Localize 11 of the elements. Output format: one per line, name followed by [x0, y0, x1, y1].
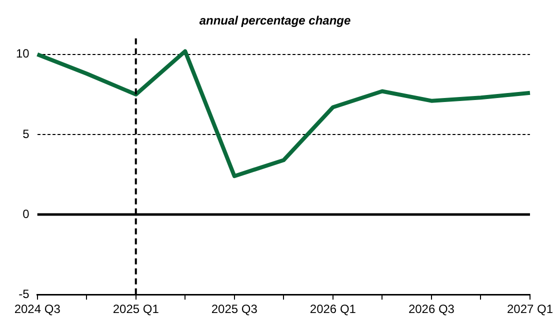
chart-title: annual percentage change — [199, 14, 352, 28]
y-tick-label: 0 — [22, 206, 30, 221]
x-tick-label: 2026 Q3 — [408, 302, 455, 316]
y-tick-label: 10 — [16, 46, 30, 61]
x-tick-label: 2027 Q1 — [506, 302, 554, 316]
x-tick-label: 2025 Q1 — [112, 302, 160, 316]
y-tick-label: 5 — [22, 126, 30, 141]
y-tick-label: -5 — [18, 286, 30, 301]
x-tick-label: 2024 Q3 — [14, 302, 61, 316]
x-tick-label: 2026 Q1 — [310, 302, 356, 316]
x-tick-label: 2025 Q3 — [211, 302, 258, 316]
